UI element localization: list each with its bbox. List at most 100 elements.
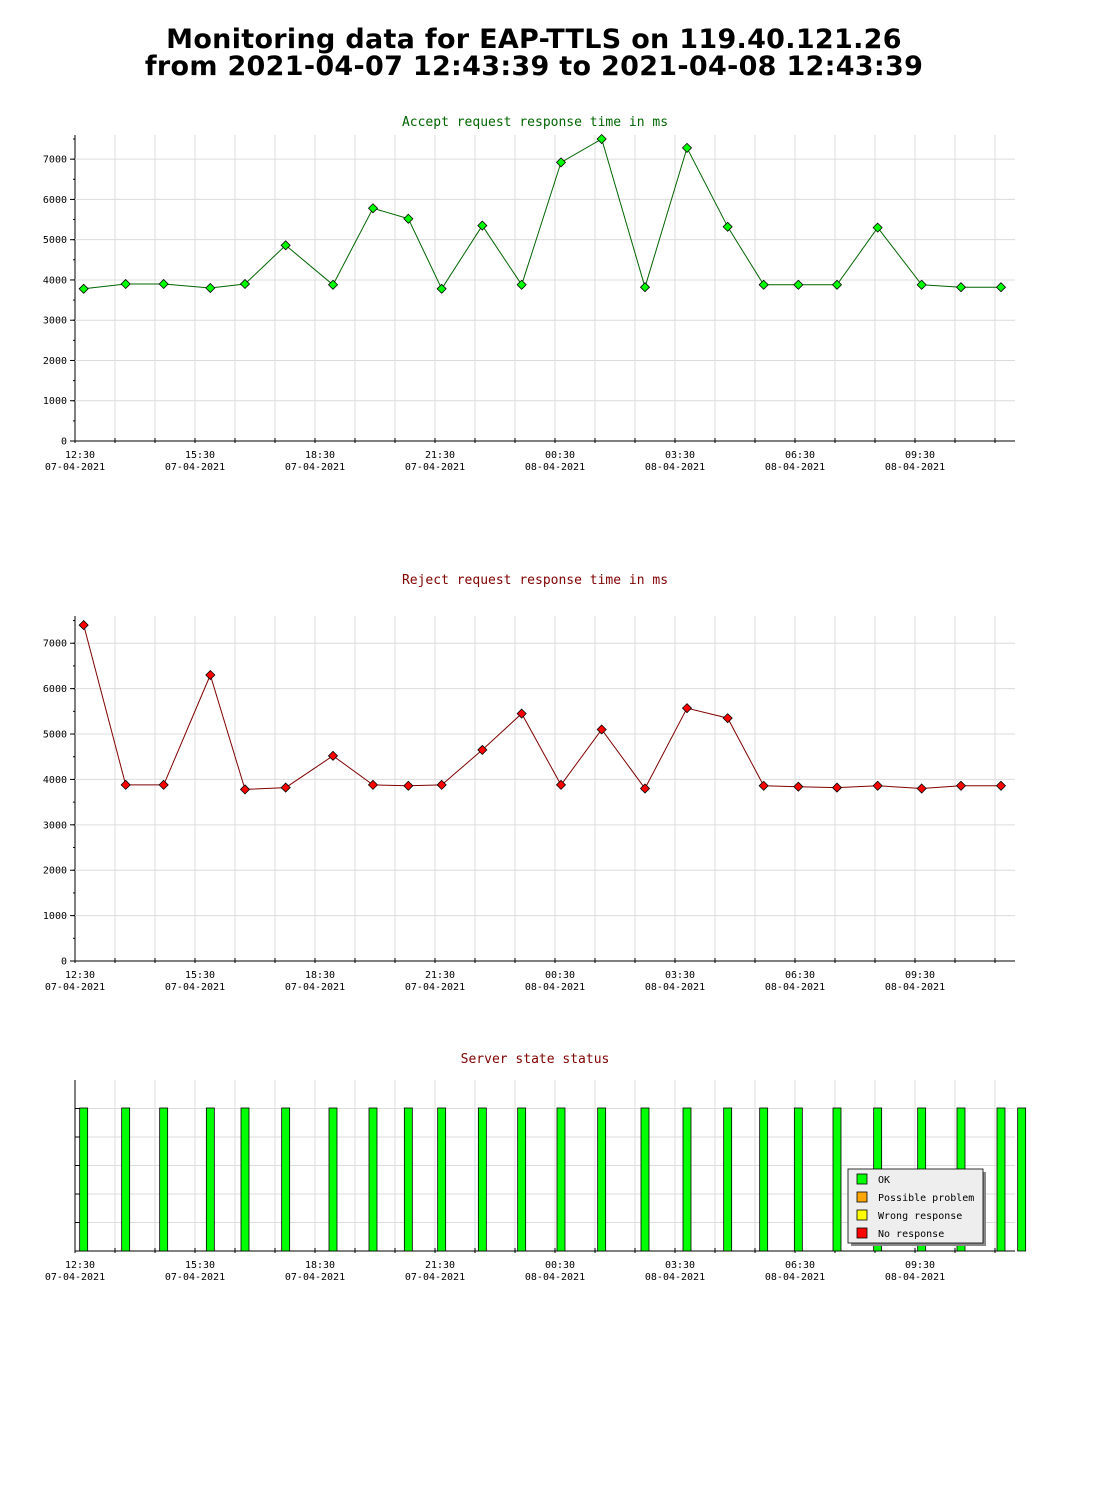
data-point [995,282,1007,293]
data-point [367,203,379,214]
data-point [205,669,216,681]
x-tick-time-label: 00:30 [545,1260,575,1271]
data-point [436,779,447,790]
y-tick-label: 0 [61,437,67,448]
x-tick-date-label: 08-04-2021 [765,462,825,473]
legend-swatch [856,1209,868,1221]
x-tick-time-label: 00:30 [545,970,575,981]
x-tick-date-label: 08-04-2021 [645,982,705,993]
legend-swatch [856,1227,868,1239]
data-point [239,278,251,290]
chart-title: Reject request response time in ms [402,573,668,588]
x-tick-time-label: 00:30 [545,450,575,461]
x-tick-date-label: 07-04-2021 [165,982,225,993]
x-tick-date-label: 07-04-2021 [45,982,105,993]
x-tick-time-label: 18:30 [305,970,335,981]
page-title-line-1: Monitoring data for EAP-TTLS on 119.40.1… [166,24,902,55]
data-point [955,780,967,791]
page-title: Monitoring data for EAP-TTLS on 119.40.1… [0,26,1068,80]
x-tick-time-label: 03:30 [665,970,695,981]
status-bar [240,1107,250,1252]
data-point [477,744,488,755]
legend-swatch [856,1173,868,1185]
x-tick-date-label: 08-04-2021 [525,982,585,993]
chart-title: Accept request response time in ms [402,115,668,130]
status-bar [328,1107,338,1252]
x-tick-time-label: 09:30 [905,970,935,981]
data-point [403,213,414,224]
x-tick-time-label: 06:30 [785,450,815,461]
x-tick-time-label: 21:30 [425,970,455,981]
data-point [367,779,379,790]
status-bar [597,1107,607,1252]
x-tick-time-label: 21:30 [425,450,455,461]
data-point [596,133,607,145]
x-tick-time-label: 03:30 [665,1260,695,1271]
x-tick-date-label: 08-04-2021 [525,1272,585,1283]
data-point [681,142,693,153]
y-tick-label: 4000 [43,275,67,286]
status-bar [79,1107,89,1252]
x-tick-time-label: 12:30 [65,1260,95,1271]
x-tick-date-label: 07-04-2021 [405,982,465,993]
x-tick-date-label: 07-04-2021 [405,462,465,473]
data-point [555,157,567,168]
x-tick-date-label: 07-04-2021 [285,462,345,473]
y-tick-label: 2000 [43,356,67,367]
data-point [916,783,927,794]
data-point [596,724,607,735]
x-tick-date-label: 08-04-2021 [765,982,825,993]
legend-label: Wrong response [878,1211,962,1222]
y-tick-label: 2000 [43,866,67,877]
data-point [280,782,291,793]
x-tick-time-label: 09:30 [905,1260,935,1271]
x-tick-time-label: 18:30 [305,1260,335,1271]
status-bar [205,1107,215,1252]
status-bar [996,1107,1006,1252]
status-bar [723,1107,733,1252]
x-tick-time-label: 15:30 [185,450,215,461]
status-bar [640,1107,650,1252]
status-bar [793,1107,803,1252]
data-point [158,278,169,290]
x-tick-date-label: 08-04-2021 [645,1272,705,1283]
y-tick-label: 5000 [43,235,67,246]
legend-box [847,1168,984,1244]
data-point [722,221,733,232]
data-point [639,783,651,794]
chart-1: Accept request response time in ms 12:30 0… [43,115,1015,473]
legend-label: OK [878,1175,890,1186]
status-bar [403,1107,413,1252]
data-point [205,282,216,294]
data-point [516,708,527,719]
data-point [872,222,883,233]
data-point [831,279,843,290]
x-tick-time-label: 15:30 [185,1260,215,1271]
data-point [327,750,339,761]
x-tick-time-label: 12:30 [65,450,95,461]
legend-label: Possible problem [878,1193,974,1204]
data-point [158,779,169,790]
status-bar [682,1107,692,1252]
series-line [83,138,1001,290]
data-point [78,283,89,294]
x-tick-time-label: 09:30 [905,450,935,461]
x-tick-date-label: 08-04-2021 [885,982,945,993]
data-point [793,279,804,290]
grid [114,135,996,441]
status-bar [477,1107,487,1252]
x-tick-time-label: 21:30 [425,1260,455,1271]
data-point [758,780,769,791]
status-bar [121,1107,131,1252]
chart-title: Server state status [461,1052,610,1067]
data-point [681,703,693,714]
status-bar [832,1107,842,1252]
status-bar [437,1107,447,1252]
y-tick-label: 6000 [43,684,67,695]
status-bar [159,1107,169,1252]
y-tick-label: 7000 [43,155,67,166]
y-tick-label: 5000 [43,730,67,741]
page-title-line-2: from 2021-04-07 12:43:39 to 2021-04-08 1… [144,51,924,82]
x-tick-time-label: 18:30 [305,450,335,461]
data-point [916,279,927,290]
